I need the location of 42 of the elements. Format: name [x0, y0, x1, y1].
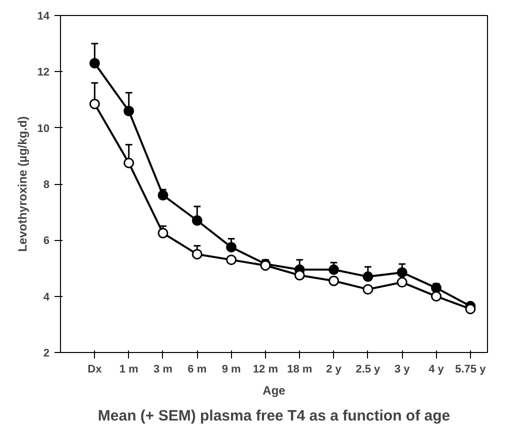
- point: [124, 106, 134, 116]
- text: Mean (+ SEM) plasma free T4 as a function of age: [98, 408, 450, 424]
- point: [328, 264, 340, 275]
- x-tick-label: 3 m: [154, 364, 173, 376]
- x-tick-label: 1 m: [119, 364, 139, 376]
- point: [294, 270, 305, 281]
- point: [396, 267, 408, 278]
- y-tick-label: 14: [37, 10, 50, 22]
- point: [396, 277, 408, 288]
- point: [226, 254, 237, 266]
- x-tick-label: 6 m: [188, 364, 207, 376]
- point: [192, 215, 202, 226]
- point: [328, 276, 340, 286]
- point: [89, 58, 100, 68]
- point: [362, 271, 374, 282]
- y-tick-label: 6: [43, 235, 50, 248]
- point: [124, 158, 134, 168]
- point: [158, 190, 168, 200]
- y-tick-label: 10: [37, 122, 50, 135]
- point: [431, 282, 442, 294]
- point: [465, 304, 476, 314]
- x-tick-label: 2.5 y: [356, 364, 382, 376]
- x-tick-label: 9 m: [222, 364, 241, 376]
- point: [89, 98, 100, 110]
- x-axis-title: Age: [262, 384, 286, 398]
- x-tick-label: 3 y: [394, 364, 411, 376]
- x-tick-label: 18 m: [287, 364, 312, 376]
- point: [431, 291, 442, 302]
- point: [192, 248, 202, 260]
- x-tick-label: 4 y: [428, 364, 445, 376]
- x-tick-label: 5.75 y: [455, 364, 487, 376]
- x-tick-label: 2 y: [326, 364, 342, 376]
- x-tick-label: 12 m: [252, 364, 278, 376]
- y-tick-label: 12: [37, 66, 50, 79]
- y-tick-label: 4: [43, 291, 50, 304]
- point: [362, 284, 374, 295]
- point: [158, 228, 168, 238]
- y-axis-title: Levothyroxine (µg/kg.d): [15, 116, 30, 252]
- x-tick-label: Dx: [88, 364, 103, 376]
- point: [226, 242, 237, 252]
- y-tick-label: 8: [43, 179, 50, 191]
- y-tick-label: 2: [43, 348, 50, 360]
